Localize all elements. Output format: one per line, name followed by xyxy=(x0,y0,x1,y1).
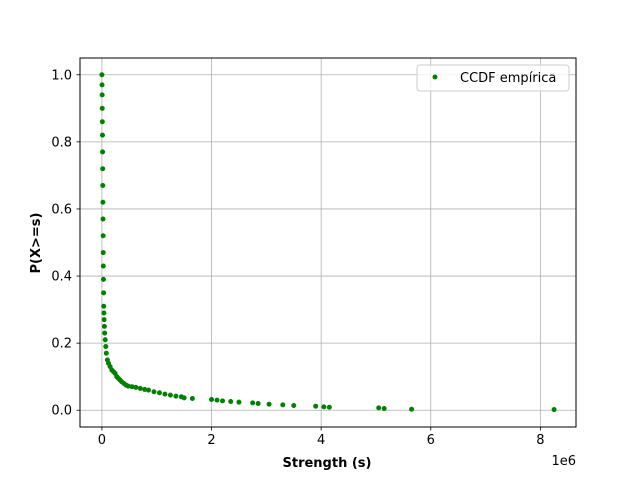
data-point xyxy=(99,72,105,78)
data-point xyxy=(551,407,557,413)
data-point xyxy=(162,391,168,397)
data-point xyxy=(101,323,107,329)
data-point xyxy=(133,384,139,390)
data-point xyxy=(313,403,319,409)
y-tick-label: 0.2 xyxy=(51,337,72,352)
data-point xyxy=(326,404,332,410)
data-point xyxy=(100,216,106,222)
data-points xyxy=(99,72,557,413)
x-offset-label: 1e6 xyxy=(551,454,576,469)
data-point xyxy=(99,82,105,88)
data-point xyxy=(102,337,108,343)
data-point xyxy=(219,398,225,404)
data-point xyxy=(156,390,162,396)
data-point xyxy=(102,330,108,336)
axes-frame xyxy=(79,57,577,428)
data-point xyxy=(189,395,195,401)
data-point xyxy=(266,401,272,407)
axis-ticks: 0 2 4 6 8 0.0 0.2 0.4 0.6 0.8 1.0 xyxy=(51,68,544,448)
data-point xyxy=(181,395,187,401)
data-point xyxy=(100,276,106,282)
y-tick-label: 1.0 xyxy=(51,68,72,83)
data-point xyxy=(100,166,106,172)
data-point xyxy=(100,149,106,155)
data-point xyxy=(99,132,105,138)
data-point xyxy=(255,401,261,407)
x-tick-label: 2 xyxy=(207,433,215,448)
data-point xyxy=(100,233,106,239)
data-point xyxy=(101,310,107,316)
y-tick-label: 0.8 xyxy=(51,135,72,150)
data-point xyxy=(376,405,382,411)
data-point xyxy=(101,290,107,296)
data-point xyxy=(100,182,106,188)
legend-label: CCDF empírica xyxy=(460,71,556,86)
x-tick-label: 6 xyxy=(427,433,435,448)
x-tick-label: 4 xyxy=(317,433,325,448)
data-point xyxy=(103,350,109,356)
y-tick-label: 0.4 xyxy=(51,270,72,285)
y-axis-label: P(X>=s) xyxy=(29,213,44,274)
data-point xyxy=(99,92,105,98)
data-point xyxy=(228,399,234,405)
data-point xyxy=(250,400,256,406)
data-point xyxy=(137,385,143,391)
data-point xyxy=(103,343,109,349)
y-tick-label: 0.0 xyxy=(51,404,72,419)
data-point xyxy=(291,403,297,409)
legend: CCDF empírica xyxy=(416,64,570,92)
y-tick-label: 0.6 xyxy=(51,202,72,217)
data-point xyxy=(214,397,220,403)
data-point xyxy=(209,396,215,402)
legend-box xyxy=(416,64,570,92)
data-point xyxy=(101,317,107,323)
data-point xyxy=(173,393,179,399)
data-point xyxy=(167,392,173,398)
data-point xyxy=(101,303,107,309)
x-tick-label: 8 xyxy=(536,433,544,448)
data-point xyxy=(280,402,286,408)
x-tick-label: 0 xyxy=(98,433,106,448)
data-point xyxy=(100,263,106,269)
data-point xyxy=(381,406,387,412)
data-point xyxy=(100,250,106,256)
data-point xyxy=(236,399,242,405)
data-point xyxy=(99,105,105,111)
data-point xyxy=(409,406,415,412)
data-point xyxy=(146,387,152,393)
x-axis-label: Strength (s) xyxy=(283,456,372,471)
data-point xyxy=(99,119,105,125)
data-point xyxy=(151,389,157,395)
data-point xyxy=(100,199,106,205)
data-point xyxy=(321,404,327,410)
legend-marker xyxy=(432,74,438,80)
